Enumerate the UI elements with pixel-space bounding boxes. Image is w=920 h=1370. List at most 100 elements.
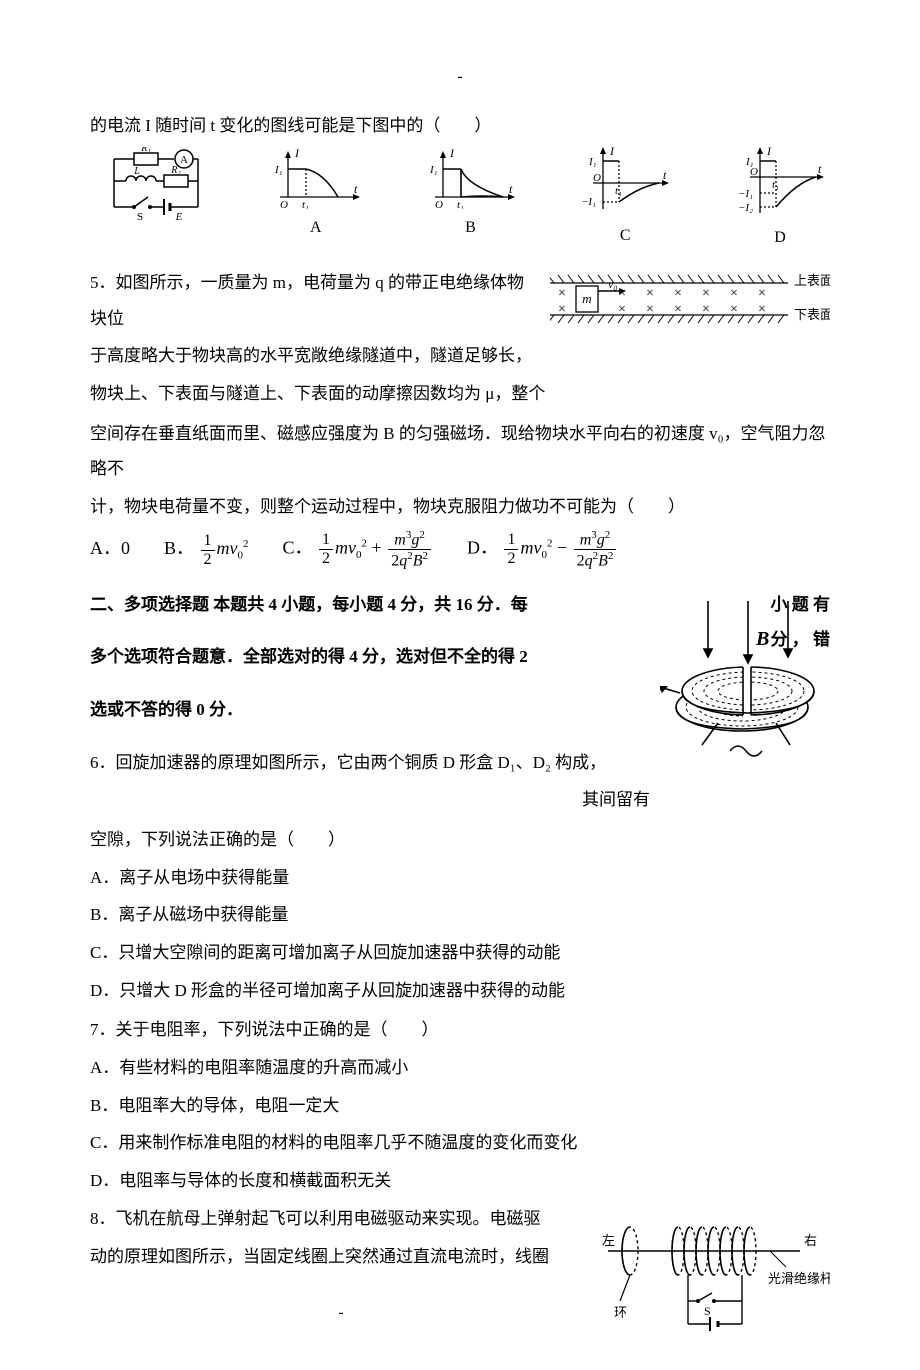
svg-text:×: × bbox=[758, 302, 766, 317]
q5-opt-C: C． 12mv02 + m3g22q2B2 bbox=[283, 529, 433, 570]
q5-line5: 计，物块电荷量不变，则整个运动过程中，物块克服阻力做功不可能为（ ） bbox=[90, 489, 830, 525]
q4-stem: 的电流 I 随时间 t 变化的图线可能是下图中的（ ） bbox=[90, 108, 830, 144]
q6-opt-D: D．只增大 D 形盒的半径可增加离子从回旋加速器中获得的动能 bbox=[90, 973, 830, 1009]
q5-fig-m: m bbox=[582, 291, 591, 306]
q6-stem1: 6．回旋加速器的原理如图所示，它由两个铜质 D 形盒 D₁、D₂ 构成， bbox=[90, 753, 606, 772]
q5-line4: 空间存在垂直纸面而里、磁感应强度为 B 的匀强磁场．现给物块水平向右的初速度 v… bbox=[90, 416, 830, 487]
axis-mI1: −I₁ bbox=[738, 188, 753, 200]
q5-fig-top-label: 上表面 bbox=[794, 273, 830, 288]
q5-block: ×××× ××× ×××× ×××× m v₀ 上表面 下表面 5．如图所示，一… bbox=[90, 265, 830, 525]
circuit-S: S bbox=[137, 211, 143, 223]
svg-text:×: × bbox=[618, 302, 626, 317]
section2-wrap: B bbox=[90, 587, 830, 1009]
circuit-L: L bbox=[133, 166, 140, 177]
q7-opt-A: A．有些材料的电阻率随温度的升高而减小 bbox=[90, 1050, 830, 1086]
q4-graph-C: I t I₁ O −I₁ t₁ C bbox=[575, 147, 675, 253]
graph-B-label: B bbox=[465, 211, 476, 245]
q7-opt-C: C．用来制作标准电阻的材料的电阻率几乎不随温度的变化而变化 bbox=[90, 1125, 830, 1161]
axis-t1: t₁ bbox=[302, 199, 309, 209]
q4-circuit: A R₁ L R₂ S bbox=[96, 147, 211, 225]
axis-t: t bbox=[818, 162, 822, 176]
q8-fig-ring: 环 bbox=[614, 1305, 627, 1320]
q5-fig-bottom-label: 下表面 bbox=[794, 307, 830, 322]
axis-O: O bbox=[280, 199, 288, 209]
circuit-svg: A R₁ L R₂ S bbox=[96, 147, 211, 225]
q4-graph-B: I t I₁ O t₁ B bbox=[421, 147, 521, 245]
section2-left1: 二、多项选择题 本题共 4 小题，每小题 4 分，共 16 分．每 bbox=[90, 587, 650, 623]
svg-text:×: × bbox=[730, 302, 738, 317]
q8-fig-right: 右 bbox=[804, 1233, 817, 1248]
q7-opt-B: B．电阻率大的导体，电阻一定大 bbox=[90, 1088, 830, 1124]
q6-opt-A: A．离子从电场中获得能量 bbox=[90, 860, 830, 896]
q5-fig-v0: v₀ bbox=[608, 277, 618, 291]
q5-opt-B-label: B． bbox=[164, 538, 194, 558]
q4-graph-row: A R₁ L R₂ S bbox=[90, 147, 830, 255]
svg-text:×: × bbox=[702, 302, 710, 317]
q6-options: A．离子从电场中获得能量 B．离子从磁场中获得能量 C．只增大空隙间的距离可增加… bbox=[90, 860, 830, 1009]
axis-O: O bbox=[750, 166, 758, 178]
q7-stem: 7．关于电阻率，下列说法中正确的是（ ） bbox=[90, 1012, 830, 1048]
q5-opt-D: D． 12mv02 − m3g22q2B2 bbox=[467, 529, 618, 570]
q4-graph-D: I t I₁ O −I₁ −I₂ t₁ D bbox=[730, 147, 830, 255]
q5-figure: ×××× ××× ×××× ×××× m v₀ 上表面 下表面 bbox=[550, 271, 830, 348]
q8-fig-s: S bbox=[704, 1304, 711, 1318]
axis-mI1: −I₁ bbox=[581, 196, 596, 208]
page-header-dash: - bbox=[90, 60, 830, 94]
cyclotron-B: B bbox=[755, 628, 769, 650]
svg-text:×: × bbox=[558, 286, 566, 301]
axis-I: I bbox=[609, 147, 615, 158]
q8-fig-left: 左 bbox=[602, 1233, 615, 1248]
section2-right2: 分 ， 错 bbox=[771, 622, 831, 658]
q6-stem1-tail: 其间留有 bbox=[582, 782, 650, 818]
svg-text:×: × bbox=[646, 302, 654, 317]
circuit-R2: R₂ bbox=[170, 165, 181, 176]
circuit-A: A bbox=[180, 154, 188, 166]
axis-I1: I₁ bbox=[429, 164, 438, 176]
axis-O: O bbox=[593, 172, 601, 184]
axis-t1: t₁ bbox=[457, 199, 464, 209]
svg-text:×: × bbox=[758, 286, 766, 301]
graph-C-svg: I t I₁ O −I₁ t₁ bbox=[575, 147, 675, 217]
axis-I: I bbox=[294, 147, 300, 160]
axis-t: t bbox=[663, 168, 667, 182]
graph-D-label: D bbox=[774, 221, 786, 255]
svg-text:×: × bbox=[558, 302, 566, 317]
axis-I1: I₁ bbox=[274, 164, 283, 176]
axis-t: t bbox=[509, 182, 513, 196]
q5-opt-D-label: D． bbox=[467, 537, 498, 557]
axis-O: O bbox=[435, 199, 443, 209]
graph-A-label: A bbox=[310, 211, 322, 245]
q8-block: 环 bbox=[90, 1201, 830, 1274]
section2-left3: 选或不答的得 0 分． bbox=[90, 692, 650, 728]
axis-t: t bbox=[354, 182, 358, 196]
graph-B-svg: I t I₁ O t₁ bbox=[421, 147, 521, 209]
q7-opt-D: D．电阻率与导体的长度和横截面积无关 bbox=[90, 1163, 830, 1199]
q5-opt-B: B． 12mv02 bbox=[164, 530, 249, 568]
svg-text:×: × bbox=[674, 286, 682, 301]
q5-line3: 物块上、下表面与隧道上、下表面的动摩擦因数均为 μ，整个 bbox=[90, 376, 830, 412]
q6-opt-C: C．只增大空隙间的距离可增加离子从回旋加速器中获得的动能 bbox=[90, 935, 830, 971]
graph-D-svg: I t I₁ O −I₁ −I₂ t₁ bbox=[730, 147, 830, 219]
svg-text:×: × bbox=[646, 286, 654, 301]
axis-mI2: −I₂ bbox=[738, 202, 753, 214]
section2-left2: 多个选项符合题意．全部选对的得 4 分，选对但不全的得 2 bbox=[90, 639, 650, 675]
q8-svg: 环 bbox=[600, 1205, 830, 1335]
graph-A-svg: I t I₁ O t₁ bbox=[266, 147, 366, 209]
svg-text:×: × bbox=[730, 286, 738, 301]
graph-C-label: C bbox=[620, 219, 631, 253]
q4-graph-A: I t I₁ O t₁ A bbox=[266, 147, 366, 245]
axis-I1: I₁ bbox=[588, 156, 597, 168]
q5-opt-A: A．0 bbox=[90, 530, 130, 568]
q5-opt-C-label: C． bbox=[283, 537, 313, 557]
q6-opt-B: B．离子从磁场中获得能量 bbox=[90, 897, 830, 933]
svg-text:×: × bbox=[674, 302, 682, 317]
q7-options: A．有些材料的电阻率随温度的升高而减小 B．电阻率大的导体，电阻一定大 C．用来… bbox=[90, 1050, 830, 1199]
q5-svg: ×××× ××× ×××× ×××× m v₀ 上表面 下表面 bbox=[550, 271, 830, 335]
q6-stem2: 空隙，下列说法正确的是（ ） bbox=[90, 822, 830, 858]
axis-I: I bbox=[766, 147, 772, 158]
q6-stem1-text: 6．回旋加速器的原理如图所示，它由两个铜质 D 形盒 D₁、D₂ 构成， bbox=[90, 753, 606, 772]
q5-choices: A．0 B． 12mv02 C． 12mv02 + m3g22q2B2 D． 1… bbox=[90, 529, 830, 570]
circuit-E: E bbox=[175, 211, 183, 223]
q8-fig-rod: 光滑绝缘杆 bbox=[768, 1271, 830, 1286]
axis-I: I bbox=[449, 147, 455, 160]
